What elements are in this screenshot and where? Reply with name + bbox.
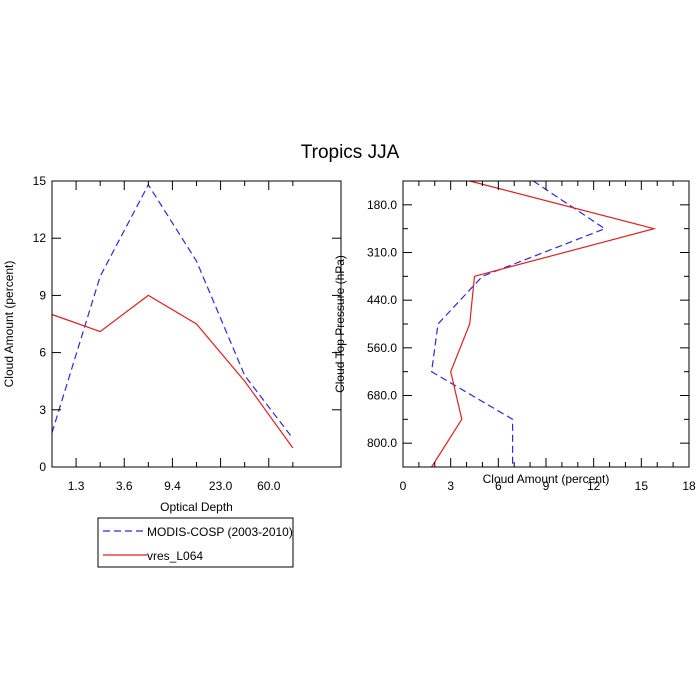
left-xtick-label: 60.0 [257,479,281,493]
left-ytick-label: 15 [33,174,47,188]
legend-box [97,517,294,568]
left-ytick-label: 9 [39,288,46,302]
left-ytick-label: 12 [33,231,47,245]
legend-label-obs: MODIS-COSP (2003-2010) [147,525,293,539]
right-series-model-line [431,180,657,468]
left-x-axis-label: Optical Depth [160,500,233,514]
right-xtick-label: 12 [587,479,601,493]
right-panel: 0 3 6 9 12 15 18 180.0 310.0 440.0 560.0 680.0 800.0… [333,180,696,493]
right-ytick-label: 680.0 [367,389,397,403]
left-y-axis-label: Cloud Amount (percent) [2,261,16,388]
legend: MODIS-COSP (2003-2010) vres_L064 [97,517,294,568]
left-ytick-label: 6 [39,346,46,360]
left-series-obs-line [51,183,294,439]
right-xtick-label: 18 [682,479,696,493]
left-xtick-label: 23.0 [209,479,233,493]
left-series-model-line [51,294,294,449]
left-ytick-label: 0 [39,460,46,474]
left-ytick-label: 3 [39,403,46,417]
left-xtick-label: 3.6 [116,479,133,493]
right-ytick-label: 440.0 [367,293,397,307]
left-xtick-label: 9.4 [164,479,181,493]
left-xtick-label: 1.3 [68,479,85,493]
legend-label-model: vres_L064 [147,549,203,563]
right-xtick-label: 15 [635,479,649,493]
right-ytick-label: 310.0 [367,246,397,260]
right-xtick-label: 6 [495,479,502,493]
chart-title: Tropics JJA [301,142,400,163]
right-ytick-label: 800.0 [367,436,397,450]
right-ytick-label: 180.0 [367,198,397,212]
right-y-axis-label: Cloud Top Pressure (hPa) [333,255,347,393]
left-panel: 0 3 6 9 12 15 1.3 3.6 9.4 23.0 60.0 Optical Depth Cl… [2,174,342,514]
right-series-obs-line [430,180,607,467]
right-x-axis-label: Cloud Amount (percent) [483,472,610,486]
right-xtick-label: 9 [543,479,550,493]
right-xtick-label: 3 [447,479,454,493]
right-plot-frame [402,180,690,468]
right-xtick-label: 0 [400,479,407,493]
right-ytick-label: 560.0 [367,341,397,355]
